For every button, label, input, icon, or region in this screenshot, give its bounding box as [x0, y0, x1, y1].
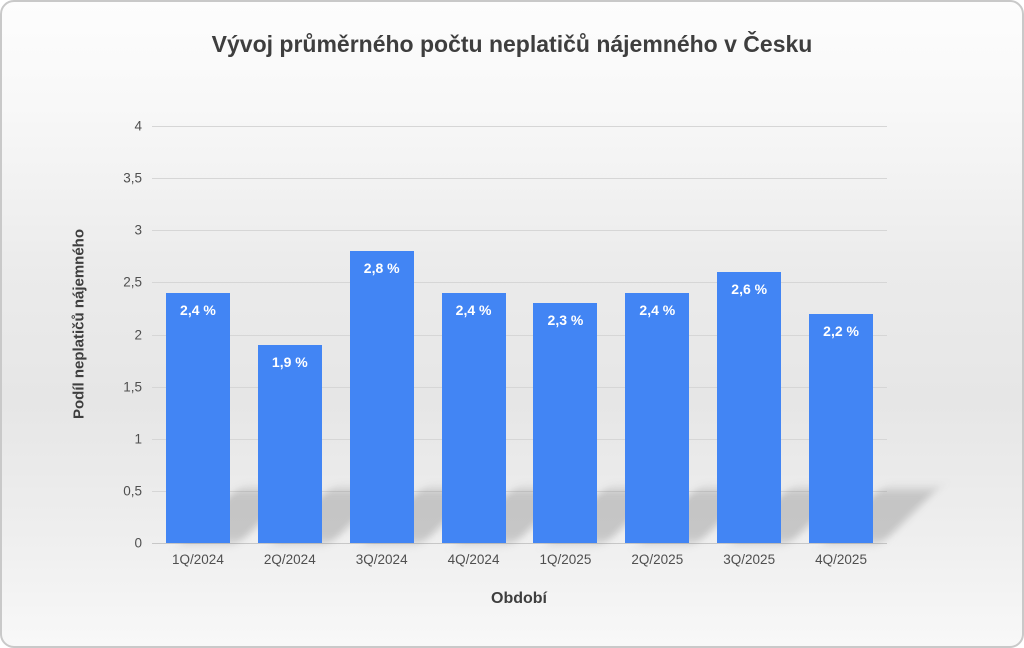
gridline-y-0,5 — [152, 490, 887, 492]
y-tick-label: 1 — [134, 431, 142, 447]
x-axis-title: Období — [491, 590, 547, 607]
y-tick-label: 3 — [134, 222, 142, 238]
bar-slot-1Q/2024: 2,4 % 1Q/2024 — [152, 126, 294, 567]
y-tick-label: 1,5 — [123, 379, 142, 395]
y-tick-label: 2 — [134, 327, 142, 342]
bar-slot-2Q/2024: 1,9 % 2Q/2024 — [244, 126, 386, 567]
bar-3Q/2024: 2,8 % — [349, 251, 414, 543]
bar-value-label: 2,4 % — [639, 301, 676, 318]
y-tick-label: 0 — [134, 535, 142, 551]
bar-slot-2Q/2025: 2,4 % 2Q/2025 — [611, 126, 754, 567]
gridline-y-3 — [152, 230, 887, 232]
bar-4Q/2025: 2,2 % — [809, 313, 874, 543]
gridline-y-2,5 — [152, 282, 887, 284]
bar-slot-1Q/2025: 2,3 % 1Q/2025 — [520, 126, 662, 567]
y-tick-label: 0,5 — [123, 483, 142, 499]
gridline-y-3,5 — [152, 178, 887, 180]
x-tick-label-2Q/2024: 2Q/2024 — [263, 552, 316, 567]
x-tick-label-4Q/2025: 4Q/2025 — [815, 552, 867, 567]
bar-1Q/2024: 2,4 % — [165, 292, 230, 543]
bar-value-label: 1,9 % — [271, 353, 308, 370]
x-tick-label-1Q/2024: 1Q/2024 — [172, 552, 224, 567]
bar-4Q/2024: 2,4 % — [441, 292, 506, 543]
gridline-y-1 — [152, 438, 887, 440]
x-tick-label-3Q/2024: 3Q/2024 — [355, 552, 408, 567]
y-tick-label: 4 — [134, 118, 142, 134]
bar-series: 2,4 % 1Q/2024 1,9 % 2Q/2024 2,8 % 3Q/2024 2,4 … — [152, 126, 938, 567]
x-tick-label-1Q/2025: 1Q/2025 — [539, 552, 592, 567]
x-tick-label-4Q/2024: 4Q/2024 — [447, 552, 500, 567]
gridline-y-1,5 — [152, 386, 887, 388]
bar-slot-4Q/2024: 2,4 % 4Q/2024 — [428, 126, 570, 567]
bar-value-label: 2,2 % — [823, 322, 859, 339]
y-tick-label: 2,5 — [123, 274, 142, 290]
bar-value-label: 2,4 % — [455, 301, 492, 318]
bar-value-label: 2,4 % — [180, 301, 216, 318]
plot-area: 0 0,5 1 1,5 2 2,5 3 3,5 4 2,4 % 1Q/2024 1,9 % 2Q/20… — [123, 119, 938, 567]
gridline-y-2 — [152, 334, 887, 336]
bar-value-label: 2,8 % — [363, 260, 400, 277]
gridline-y-0 — [152, 543, 887, 544]
bar-2Q/2025: 2,4 % — [625, 292, 690, 543]
bar-slot-4Q/2025: 2,2 % 4Q/2025 — [795, 126, 938, 567]
bar-2Q/2024: 1,9 % — [257, 344, 322, 543]
chart-title: Vývoj průměrného počtu neplatičů nájemné… — [211, 31, 813, 57]
y-axis-title: Podíl neplatičů nájemného — [70, 228, 88, 420]
bar-slot-3Q/2025: 2,6 % 3Q/2025 — [703, 126, 846, 567]
gridline-y-4 — [152, 126, 887, 127]
bar-value-label: 2,6 % — [731, 280, 768, 297]
x-tick-label-3Q/2025: 3Q/2025 — [723, 552, 776, 567]
bar-value-label: 2,3 % — [547, 312, 584, 329]
y-tick-label: 3,5 — [123, 170, 142, 186]
x-tick-label-2Q/2025: 2Q/2025 — [631, 552, 684, 567]
bar-3Q/2025: 2,6 % — [717, 271, 782, 543]
bar-slot-3Q/2024: 2,8 % 3Q/2024 — [336, 126, 478, 567]
bar-1Q/2025: 2,3 % — [533, 303, 598, 543]
